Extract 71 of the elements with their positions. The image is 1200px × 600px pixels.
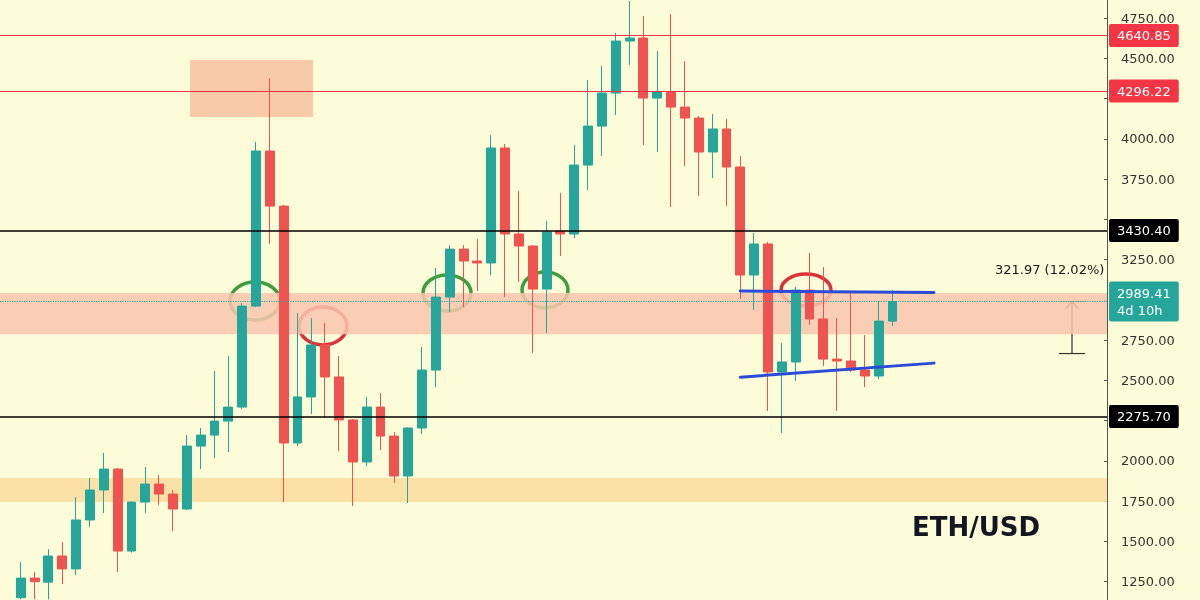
candlestick bbox=[71, 496, 81, 576]
candlestick bbox=[472, 238, 482, 292]
candlestick bbox=[860, 334, 870, 388]
candlestick bbox=[237, 302, 247, 410]
y-tick-label: 2500.00 bbox=[1121, 372, 1175, 388]
candlestick bbox=[569, 144, 579, 239]
candlestick bbox=[735, 155, 745, 300]
candlestick bbox=[389, 431, 399, 484]
candlestick bbox=[16, 561, 26, 600]
candlestick bbox=[528, 244, 538, 354]
y-tick-label: 4000.00 bbox=[1121, 131, 1175, 147]
candlestick bbox=[223, 355, 233, 453]
candlestick bbox=[30, 571, 40, 600]
candlestick bbox=[777, 342, 787, 434]
y-tick-label: 4500.00 bbox=[1121, 50, 1175, 66]
candlestick bbox=[127, 500, 136, 554]
candlestick bbox=[666, 13, 676, 208]
candlestick bbox=[763, 241, 773, 412]
candlestick bbox=[583, 79, 593, 191]
candlestick bbox=[168, 489, 178, 532]
candlestick bbox=[611, 32, 621, 116]
candlestick bbox=[417, 346, 427, 435]
ref-line-label: 2275.70 bbox=[1117, 408, 1171, 424]
ref-line-label: 4640.85 bbox=[1117, 28, 1171, 44]
ref-line-label: 3430.40 bbox=[1117, 223, 1171, 239]
candlestick bbox=[694, 115, 704, 197]
candlestick bbox=[210, 370, 219, 459]
candlestick bbox=[196, 427, 206, 470]
ref-line-label: 4296.22 bbox=[1117, 83, 1171, 99]
candlestick bbox=[597, 65, 607, 157]
y-tick-label: 2750.00 bbox=[1121, 332, 1175, 348]
candlestick bbox=[154, 474, 164, 506]
candlestick bbox=[320, 322, 330, 419]
candlestick bbox=[625, 0, 635, 66]
candlestick bbox=[85, 477, 95, 528]
candlestick bbox=[486, 134, 496, 276]
candlestick bbox=[680, 60, 690, 167]
y-tick-label: 1250.00 bbox=[1121, 574, 1175, 590]
candlestick bbox=[293, 312, 302, 447]
candlestick bbox=[652, 50, 662, 153]
candlestick bbox=[348, 418, 358, 507]
candlestick bbox=[43, 548, 53, 600]
candlestick bbox=[818, 266, 828, 367]
y-tick-label: 3750.00 bbox=[1121, 171, 1175, 187]
candlestick bbox=[334, 355, 344, 452]
candlestick bbox=[514, 190, 524, 283]
candlestick bbox=[500, 143, 510, 298]
candlestick bbox=[265, 77, 275, 245]
candlestick bbox=[376, 392, 385, 451]
candlestick bbox=[182, 434, 192, 511]
candlestick bbox=[403, 426, 413, 504]
y-tick-label: 4750.00 bbox=[1121, 10, 1175, 26]
candlestick bbox=[306, 317, 316, 415]
y-tick-label: 2000.00 bbox=[1121, 453, 1175, 469]
y-tick-label: 1750.00 bbox=[1121, 493, 1175, 509]
annotation: ETH/USD bbox=[912, 512, 1041, 542]
candlestick bbox=[722, 118, 731, 207]
ref-line-label: 2989.41 4d 10h bbox=[1117, 285, 1171, 318]
candlestick bbox=[832, 317, 842, 412]
candlestick bbox=[459, 244, 469, 308]
candlestick bbox=[113, 467, 123, 573]
candlestick bbox=[638, 15, 648, 146]
candlestick bbox=[279, 204, 289, 503]
candlestick bbox=[708, 113, 718, 179]
candlestick bbox=[99, 452, 109, 514]
annotation: 321.97 (12.02%) bbox=[995, 262, 1105, 277]
candlestick bbox=[362, 396, 372, 467]
y-tick-label: 3250.00 bbox=[1121, 252, 1175, 268]
y-tick-label: 1500.00 bbox=[1121, 533, 1175, 549]
candlestick bbox=[140, 466, 150, 514]
candlestick bbox=[57, 541, 67, 585]
